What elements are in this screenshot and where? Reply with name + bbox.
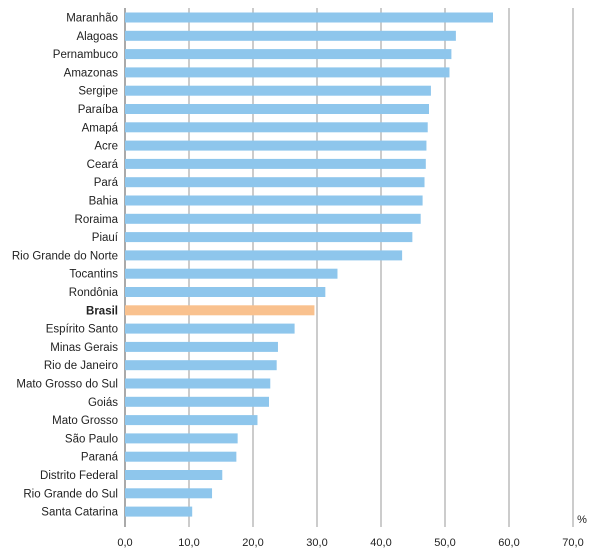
- bar: [125, 341, 278, 352]
- bar: [125, 396, 269, 407]
- category-label: Brasil: [86, 305, 118, 317]
- category-label: Goiás: [88, 397, 118, 409]
- bar: [125, 378, 271, 389]
- category-label: São Paulo: [65, 433, 118, 445]
- category-label: Alagoas: [76, 31, 118, 43]
- bar: [125, 506, 193, 517]
- category-label: Rio Grande do Sul: [23, 488, 118, 500]
- category-label: Maranhão: [66, 13, 118, 25]
- x-tick-label: 30,0: [306, 537, 327, 549]
- bar: [125, 12, 493, 23]
- bar: [125, 140, 427, 151]
- x-tick-label: 70,0: [562, 537, 583, 549]
- category-label: Pernambuco: [53, 49, 118, 61]
- bar: [125, 250, 403, 261]
- category-label: Tocantins: [69, 269, 118, 281]
- category-label: Espírito Santo: [46, 324, 118, 336]
- bar: [125, 213, 421, 224]
- category-label: Rio Grande do Norte: [12, 250, 118, 262]
- category-label: Mato Grosso: [52, 415, 118, 427]
- bar: [125, 470, 223, 480]
- category-label: Ceará: [87, 159, 119, 171]
- x-tick-label: 60,0: [498, 537, 519, 549]
- x-tick-label: 0,0: [117, 537, 132, 549]
- bar: [125, 49, 452, 60]
- bar: [125, 122, 428, 133]
- category-label: Paraíba: [78, 104, 119, 116]
- bar: [125, 360, 277, 371]
- category-label: Minas Gerais: [50, 342, 118, 354]
- x-unit-label: %: [577, 514, 587, 526]
- bar: [125, 433, 238, 444]
- category-label: Bahia: [89, 196, 119, 208]
- x-tick-label: 40,0: [370, 537, 391, 549]
- bar: [125, 323, 295, 334]
- category-label: Acre: [94, 141, 118, 153]
- x-tick-label: 50,0: [434, 537, 455, 549]
- category-label: Amapá: [82, 122, 119, 134]
- category-label: Rondônia: [69, 287, 119, 299]
- bar: [125, 268, 338, 279]
- x-tick-label: 10,0: [178, 537, 199, 549]
- category-labels: Maranhão Alagoas Pernambuco Amazonas Sergipe…: [12, 13, 119, 519]
- x-tick-label: 20,0: [242, 537, 263, 549]
- bar: [125, 195, 423, 206]
- category-label: Sergipe: [78, 86, 118, 98]
- bar: [125, 415, 258, 426]
- bar: [125, 158, 426, 169]
- x-tick-labels: 0,0 10,0 20,0 30,0 40,0 50,0 60,0 70,0: [117, 537, 583, 549]
- bar-highlight: [125, 305, 315, 316]
- bar: [125, 104, 429, 114]
- bars: [125, 12, 493, 517]
- category-label: Mato Grosso do Sul: [16, 379, 118, 391]
- category-label: Roraima: [75, 214, 119, 226]
- category-label: Paraná: [81, 452, 119, 464]
- category-label: Pará: [94, 177, 119, 189]
- category-label: Rio de Janeiro: [44, 360, 118, 372]
- bar: [125, 232, 413, 243]
- category-label: Amazonas: [64, 67, 119, 79]
- bar: [125, 85, 431, 96]
- category-label: Distrito Federal: [40, 470, 118, 482]
- category-label: Santa Catarina: [41, 507, 118, 519]
- bar: [125, 30, 456, 41]
- category-label: Piauí: [92, 232, 119, 244]
- bar: [125, 451, 237, 462]
- bar: [125, 488, 213, 499]
- bar: [125, 287, 326, 297]
- bar: [125, 177, 425, 188]
- bar: [125, 67, 450, 78]
